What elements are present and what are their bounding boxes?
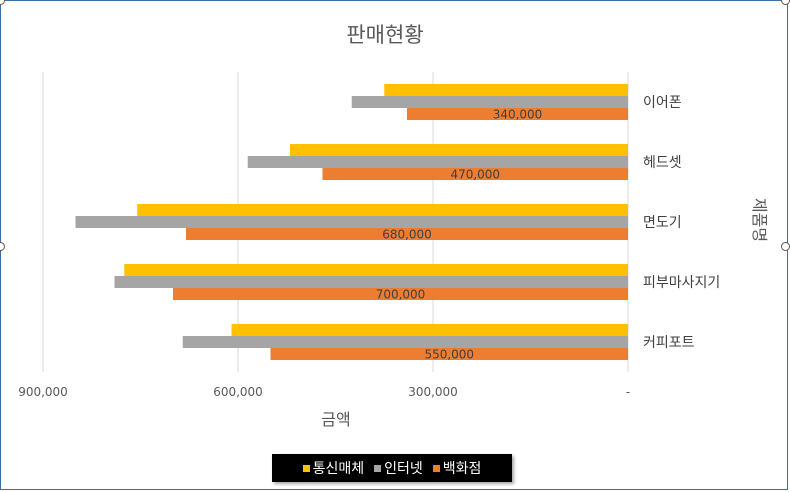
- bar-1-2: [290, 144, 628, 156]
- legend-item[interactable]: 백화점: [432, 458, 482, 478]
- data-label: 340,000: [493, 108, 543, 122]
- resize-handle-middle-left[interactable]: [0, 242, 5, 251]
- category-label: 피부마사지기: [643, 275, 720, 291]
- legend-swatch: [432, 464, 440, 472]
- legend-swatch: [302, 464, 310, 472]
- category-label: 이어폰: [643, 95, 682, 111]
- legend-swatch: [374, 464, 382, 472]
- legend-label: 통신매체: [312, 461, 365, 477]
- category-label: 커피포트: [643, 335, 695, 351]
- data-label: 700,000: [376, 288, 426, 302]
- bar-3-3: [186, 228, 628, 240]
- x-tick-label: -: [626, 385, 630, 399]
- bar-3-5: [270, 348, 628, 360]
- x-tick-label: 600,000: [213, 385, 263, 399]
- bar-3-4: [173, 288, 628, 300]
- bar-2-1: [351, 96, 628, 108]
- bar-1-5: [231, 324, 628, 336]
- bar-1-3: [137, 204, 628, 216]
- x-tick-labels: - 300,000 600,000 900,000: [18, 385, 630, 399]
- chart-legend[interactable]: 통신매체 인터넷 백화점: [272, 454, 512, 482]
- bar-2-5: [182, 336, 628, 348]
- data-label: 470,000: [450, 168, 500, 182]
- bar-2-2: [247, 156, 628, 168]
- bar-1-4: [124, 264, 628, 276]
- data-label: 550,000: [424, 348, 474, 362]
- category-label: 면도기: [643, 215, 682, 231]
- x-tick-label: 300,000: [408, 385, 458, 399]
- legend-label: 인터넷: [384, 461, 423, 477]
- bar-2-4: [114, 276, 628, 288]
- data-label: 680,000: [382, 228, 432, 242]
- bar-1-1: [384, 84, 628, 96]
- chart-title: 판매현황: [346, 23, 423, 47]
- legend-item[interactable]: 인터넷: [374, 458, 423, 478]
- resize-handle-top-left[interactable]: [0, 0, 5, 5]
- x-tick-label: 900,000: [18, 385, 68, 399]
- y-axis-title: 제품명: [750, 198, 769, 242]
- bar-3-2: [322, 168, 628, 180]
- data-labels: 340,000 470,000 680,000 700,000 550,000: [376, 108, 543, 362]
- bar-3-1: [407, 108, 628, 120]
- category-label: 헤드셋: [643, 155, 682, 171]
- legend-item[interactable]: 통신매체: [302, 458, 365, 478]
- bar-2-3: [75, 216, 628, 228]
- x-axis-title: 금액: [321, 410, 350, 429]
- legend-label: 백화점: [442, 461, 482, 477]
- bars: [75, 84, 628, 360]
